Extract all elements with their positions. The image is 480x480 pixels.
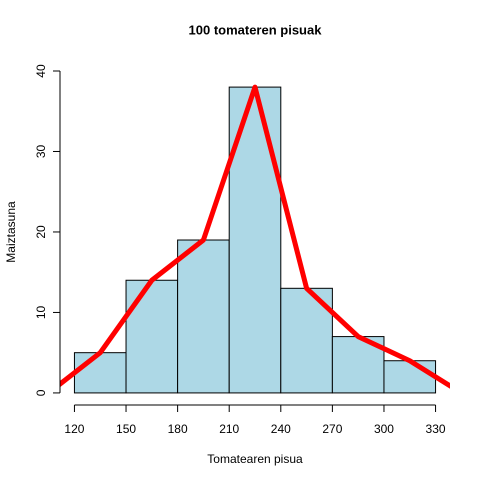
y-tick-label: 30 bbox=[34, 144, 48, 158]
frequency-polygon bbox=[60, 84, 450, 389]
x-tick-label: 120 bbox=[64, 422, 84, 436]
y-axis-label: Maiztasuna bbox=[4, 201, 18, 263]
x-tick-label: 150 bbox=[116, 422, 136, 436]
y-tick-label: 0 bbox=[34, 389, 48, 396]
y-tick-label: 20 bbox=[34, 225, 48, 239]
x-tick-label: 270 bbox=[322, 422, 342, 436]
plot-area bbox=[60, 84, 450, 394]
x-tick-label: 330 bbox=[426, 422, 446, 436]
x-tick-label: 300 bbox=[374, 422, 394, 436]
x-tick-label: 240 bbox=[271, 422, 291, 436]
bar bbox=[73, 352, 127, 394]
bar bbox=[177, 239, 230, 394]
bar bbox=[125, 279, 179, 394]
chart-title: 100 tomateren pisuak bbox=[189, 22, 323, 37]
x-tick-label: 180 bbox=[168, 422, 188, 436]
x-axis-label: Tomatearen pisua bbox=[207, 452, 303, 466]
y-tick-label: 10 bbox=[34, 305, 48, 319]
bar bbox=[383, 360, 437, 394]
x-tick-label: 210 bbox=[219, 422, 239, 436]
y-tick-label: 40 bbox=[34, 64, 48, 78]
